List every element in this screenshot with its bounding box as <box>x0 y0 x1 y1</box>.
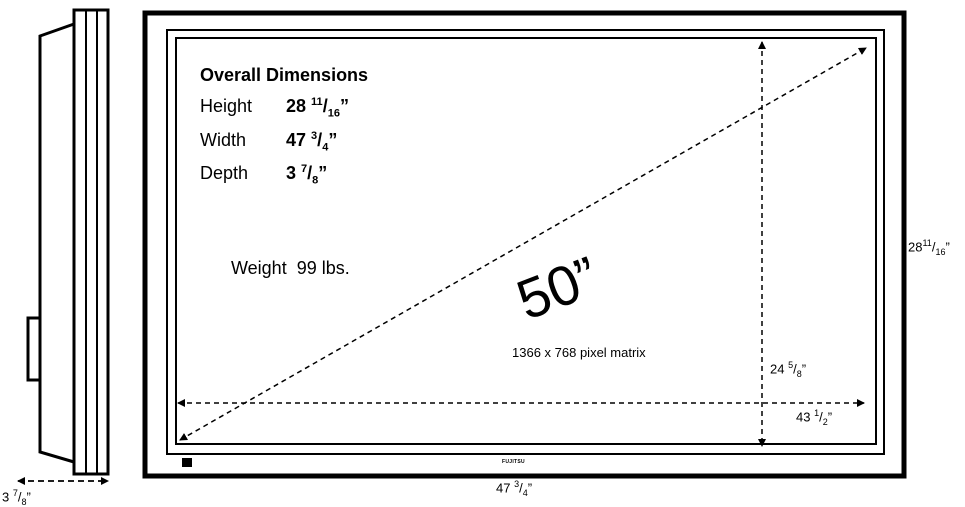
spec-depth-value: 3 7/8” <box>286 163 328 187</box>
screen-width-dim: 43 1/2” <box>796 408 833 427</box>
front-bezel-outer <box>142 10 907 479</box>
spec-width-value: 47 3/4” <box>286 130 338 154</box>
overall-height-dim: 2811/16” <box>908 238 950 257</box>
overall-width-dim: 47 3/4” <box>496 479 533 498</box>
spec-height-value: 28 11/16” <box>286 96 349 120</box>
weight: Weight 99 lbs. <box>231 258 350 279</box>
weight-value: 99 lbs. <box>296 258 350 278</box>
specs-heading: Overall Dimensions <box>200 65 369 85</box>
power-indicator <box>182 458 192 467</box>
spec-height: Height 28 11/16” <box>200 96 349 120</box>
screen-area <box>175 37 877 445</box>
front-view <box>142 10 907 479</box>
spec-height-label: Height <box>200 96 253 116</box>
spec-width: Width 47 3/4” <box>200 130 337 154</box>
screen-height-dim: 24 5/8” <box>770 360 807 379</box>
weight-label: Weight <box>231 258 287 278</box>
side-view <box>17 8 110 485</box>
spec-width-label: Width <box>200 130 247 150</box>
pixel-matrix: 1366 x 768 pixel matrix <box>512 345 646 360</box>
side-back-housing <box>38 22 75 464</box>
spec-depth: Depth 3 7/8” <box>200 163 327 187</box>
side-panel-outer <box>72 8 110 476</box>
depth-dim: 3 7/8” <box>2 488 31 507</box>
brand-logo: FUJITSU <box>502 459 525 465</box>
side-stand-bump <box>26 316 42 382</box>
diagonal-arrow <box>179 47 867 441</box>
front-bezel-inner <box>166 29 885 455</box>
spec-depth-label: Depth <box>200 163 249 183</box>
